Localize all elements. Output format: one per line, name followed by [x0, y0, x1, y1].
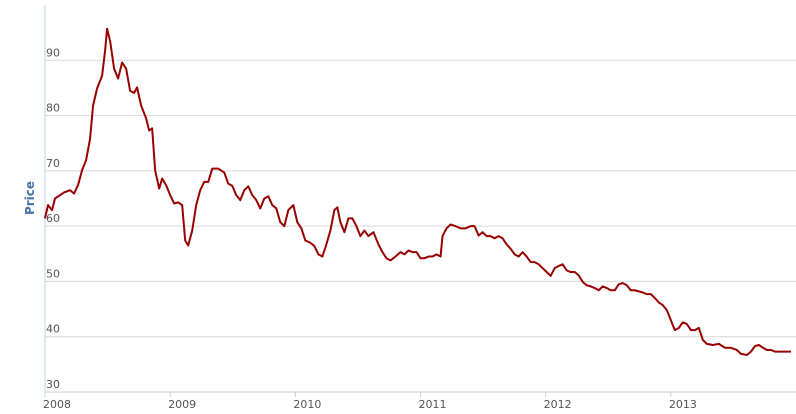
- y-tick-label: 80: [46, 102, 60, 115]
- x-tick-label: 2009: [168, 398, 196, 411]
- y-tick-label: 30: [46, 378, 60, 391]
- y-tick-label: 70: [46, 157, 60, 170]
- y-axis-title: Price: [23, 181, 37, 215]
- y-tick-label: 60: [46, 212, 60, 225]
- y-tick-label: 90: [46, 46, 60, 59]
- x-tick-label: 2008: [43, 398, 71, 411]
- x-tick-label: 2012: [544, 398, 572, 411]
- y-tick-label: 50: [46, 267, 60, 280]
- y-tick-label: 40: [46, 323, 60, 336]
- x-tick-label: 2013: [669, 398, 697, 411]
- x-tick-label: 2010: [293, 398, 321, 411]
- price-line: [44, 27, 791, 356]
- x-tick-label: 2011: [419, 398, 447, 411]
